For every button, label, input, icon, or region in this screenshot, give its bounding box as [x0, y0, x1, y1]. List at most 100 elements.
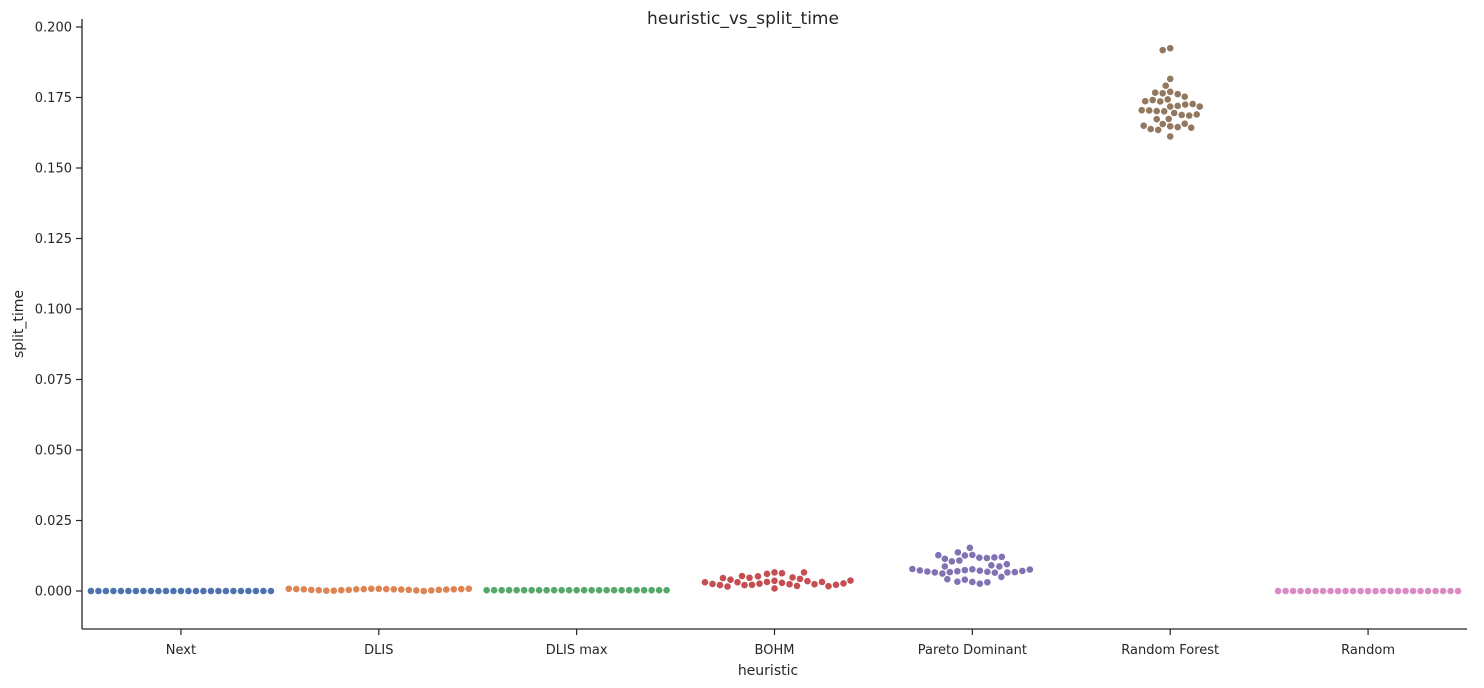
swarm-point — [535, 586, 544, 595]
swarm-point — [214, 587, 223, 595]
chart-title: heuristic_vs_split_time — [647, 9, 839, 29]
x-tick-label: DLIS max — [546, 643, 608, 658]
swarm-point — [997, 552, 1006, 561]
swarm-point — [1281, 587, 1290, 595]
swarm-point — [1349, 587, 1357, 595]
swarm-point — [1386, 587, 1395, 595]
swarm-point — [404, 585, 413, 594]
swarm-point — [1152, 115, 1161, 124]
swarm-point — [490, 586, 499, 595]
swarm-point — [915, 566, 924, 575]
swarm-point — [542, 586, 551, 595]
swarm-point — [419, 587, 428, 595]
swarm-point — [1177, 111, 1186, 119]
swarm-point — [1180, 119, 1189, 128]
swarm-point — [162, 587, 170, 595]
swarm-point — [1274, 587, 1282, 595]
swarm-point — [94, 587, 103, 595]
swarm-point — [1356, 587, 1365, 595]
swarm-point — [1156, 97, 1165, 106]
swarm-point — [147, 587, 155, 595]
swarm-point — [923, 567, 932, 576]
swarm-point — [1166, 44, 1175, 53]
swarm-point — [733, 578, 742, 587]
swarm-point — [1296, 587, 1305, 595]
swarm-point — [1341, 587, 1350, 595]
swarm-point — [953, 577, 962, 586]
swarm-point — [1151, 88, 1160, 97]
swarm-point — [457, 585, 466, 593]
swarm-point — [655, 586, 664, 595]
swarm-point — [1160, 107, 1169, 116]
swarm-point — [1416, 587, 1425, 595]
swarm-point — [990, 568, 999, 577]
swarm-point — [505, 586, 514, 595]
swarm-point — [940, 562, 949, 571]
swarm-point — [1173, 123, 1182, 132]
swarm-point — [299, 585, 308, 594]
swarm-point — [1002, 560, 1011, 569]
swarm-point — [945, 568, 954, 577]
swarm-point — [527, 586, 536, 595]
swarm-point — [770, 576, 779, 585]
swarm-point — [367, 584, 376, 593]
swarm-point — [960, 551, 969, 560]
swarm-point — [793, 582, 801, 590]
swarm-point — [1166, 87, 1175, 96]
swarm-point — [1003, 568, 1012, 577]
swarm-point — [382, 585, 391, 593]
swarm-point — [1158, 120, 1167, 128]
swarm-point — [990, 553, 999, 562]
swarm-point — [953, 567, 962, 576]
swarm-point — [647, 586, 656, 595]
swarm-point — [307, 585, 316, 594]
swarm-point — [740, 581, 749, 589]
swarm-point — [975, 579, 984, 588]
swarm-point — [1319, 587, 1327, 595]
swarm-point — [716, 581, 724, 589]
y-tick-label: 0.100 — [35, 303, 72, 318]
swarm-point — [602, 586, 611, 595]
swarm-point — [934, 551, 943, 560]
swarm-point — [284, 584, 293, 593]
x-tick-label: Next — [166, 643, 196, 658]
swarm-point — [930, 568, 939, 577]
swarm-point — [199, 587, 208, 595]
swarm-point — [975, 553, 984, 562]
swarm-point — [1166, 122, 1175, 131]
swarm-point — [726, 575, 735, 584]
swarm-point — [1401, 587, 1410, 595]
y-tick-label: 0.125 — [35, 232, 72, 247]
swarm-point — [1364, 587, 1372, 595]
swarm-point — [955, 556, 964, 565]
swarm-point — [1018, 567, 1027, 575]
x-tick-label: DLIS — [364, 643, 393, 658]
x-tick-label: Pareto Dominant — [918, 643, 1027, 658]
swarm-point — [640, 586, 649, 595]
swarm-point — [192, 587, 200, 595]
swarm-point — [1173, 90, 1182, 99]
swarm-point — [1334, 587, 1342, 595]
y-axis-ticks: 0.000 0.025 0.050 0.075 0.100 0.125 0.150 0.175… — [35, 21, 82, 600]
swarm-point — [754, 572, 762, 581]
swarm-point — [449, 585, 458, 594]
swarm-point — [237, 587, 245, 595]
plot-area — [87, 44, 1462, 595]
swarm-point — [207, 587, 215, 595]
y-tick-label: 0.050 — [35, 444, 72, 459]
swarm-point — [960, 566, 969, 575]
swarm-point — [389, 585, 398, 594]
swarm-point — [580, 586, 589, 595]
swarm-point — [1446, 587, 1455, 595]
swarm-point — [1326, 587, 1335, 595]
swarm-point — [1439, 587, 1447, 595]
swarm-point — [738, 572, 746, 580]
swarm-point — [102, 587, 110, 595]
swarm-point — [520, 586, 529, 595]
swarm-point — [755, 579, 764, 588]
swarm-point — [983, 578, 992, 587]
swarm-point — [1161, 81, 1170, 90]
swarm-point — [587, 586, 596, 595]
swarm-point — [1154, 126, 1163, 134]
swarm-point — [778, 569, 786, 578]
